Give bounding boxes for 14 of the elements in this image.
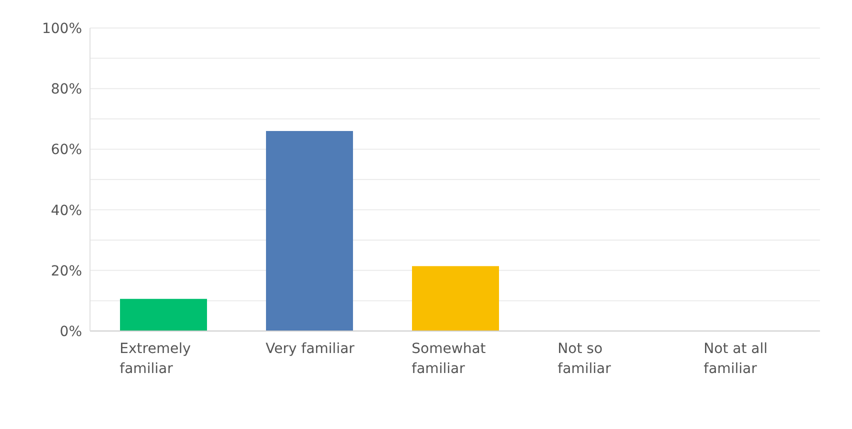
bar [266,131,353,331]
y-tick-label: 40% [50,202,82,219]
x-tick-label: Very familiar [266,341,355,357]
x-tick-label: Extremely familiar [120,341,191,377]
y-tick-label: 20% [50,263,82,280]
y-tick-label: 0% [60,324,82,340]
x-tick-label: Not at all familiar [704,341,768,377]
x-tick-label: Not so familiar [558,341,612,377]
bar [120,298,207,331]
x-tick-label: Somewhat familiar [412,341,486,377]
y-tick-label: 100% [42,20,82,37]
y-tick-label: 60% [50,142,82,158]
bar [412,266,499,331]
y-tick-label: 80% [50,82,82,98]
